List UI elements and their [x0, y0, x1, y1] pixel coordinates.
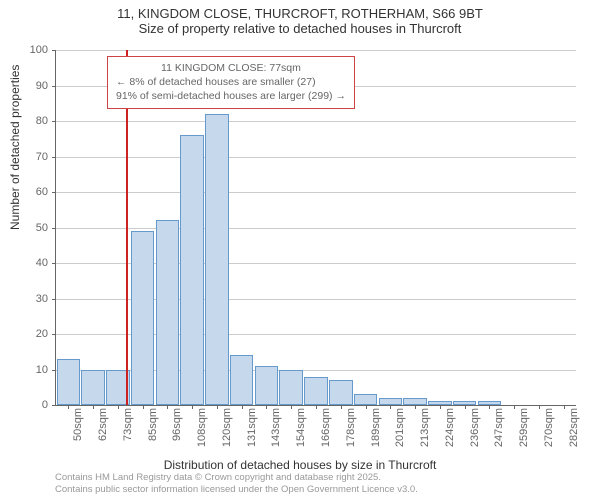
- xtick-mark: [93, 405, 94, 409]
- ytick-label: 10: [18, 364, 48, 376]
- ytick-label: 30: [18, 293, 48, 305]
- ytick-label: 70: [18, 151, 48, 163]
- xtick-mark: [564, 405, 565, 409]
- xtick-label: 270sqm: [543, 408, 555, 447]
- xtick-mark: [118, 405, 119, 409]
- xtick-mark: [192, 405, 193, 409]
- xtick-mark: [143, 405, 144, 409]
- xtick-label: 62sqm: [97, 408, 109, 441]
- annotation-line: 91% of semi-detached houses are larger (…: [116, 89, 346, 103]
- ytick-mark: [52, 192, 56, 193]
- gridline: [56, 228, 576, 229]
- xtick-mark: [217, 405, 218, 409]
- ytick-mark: [52, 121, 56, 122]
- ytick-label: 20: [18, 328, 48, 340]
- xtick-label: 201sqm: [394, 408, 406, 447]
- xtick-mark: [167, 405, 168, 409]
- ytick-mark: [52, 405, 56, 406]
- gridline: [56, 157, 576, 158]
- x-axis-title: Distribution of detached houses by size …: [0, 458, 600, 472]
- ytick-mark: [52, 157, 56, 158]
- xtick-mark: [68, 405, 69, 409]
- xtick-mark: [415, 405, 416, 409]
- gridline: [56, 121, 576, 122]
- xtick-mark: [242, 405, 243, 409]
- bar: [255, 366, 279, 405]
- xtick-label: 96sqm: [171, 408, 183, 441]
- ytick-mark: [52, 86, 56, 87]
- chart-area: 010203040506070809010050sqm62sqm73sqm85s…: [55, 50, 575, 405]
- bar: [180, 135, 204, 405]
- bar: [478, 401, 502, 405]
- xtick-mark: [291, 405, 292, 409]
- annotation-box: 11 KINGDOM CLOSE: 77sqm← 8% of detached …: [107, 56, 355, 109]
- bar: [205, 114, 229, 405]
- ytick-mark: [52, 370, 56, 371]
- footer-line-1: Contains HM Land Registry data © Crown c…: [55, 472, 418, 484]
- ytick-label: 80: [18, 115, 48, 127]
- ytick-mark: [52, 228, 56, 229]
- ytick-label: 0: [18, 399, 48, 411]
- xtick-label: 189sqm: [370, 408, 382, 447]
- xtick-mark: [539, 405, 540, 409]
- xtick-label: 73sqm: [122, 408, 134, 441]
- xtick-mark: [465, 405, 466, 409]
- bar: [403, 398, 427, 405]
- bar: [354, 394, 378, 405]
- ytick-mark: [52, 334, 56, 335]
- gridline: [56, 192, 576, 193]
- ytick-mark: [52, 50, 56, 51]
- xtick-label: 247sqm: [493, 408, 505, 447]
- ytick-mark: [52, 299, 56, 300]
- xtick-label: 236sqm: [469, 408, 481, 447]
- xtick-mark: [514, 405, 515, 409]
- ytick-label: 90: [18, 80, 48, 92]
- ytick-label: 40: [18, 257, 48, 269]
- annotation-line: ← 8% of detached houses are smaller (27): [116, 75, 346, 89]
- xtick-label: 178sqm: [345, 408, 357, 447]
- title-line-2: Size of property relative to detached ho…: [0, 21, 600, 36]
- xtick-mark: [440, 405, 441, 409]
- ytick-label: 60: [18, 186, 48, 198]
- gridline: [56, 50, 576, 51]
- footer-line-2: Contains public sector information licen…: [55, 484, 418, 496]
- bar: [304, 377, 328, 405]
- bar: [156, 220, 180, 405]
- xtick-label: 120sqm: [221, 408, 233, 447]
- bar: [81, 370, 105, 406]
- xtick-label: 166sqm: [320, 408, 332, 447]
- xtick-mark: [266, 405, 267, 409]
- ytick-label: 100: [18, 44, 48, 56]
- footer-attribution: Contains HM Land Registry data © Crown c…: [55, 472, 418, 496]
- xtick-label: 154sqm: [295, 408, 307, 447]
- ytick-label: 50: [18, 222, 48, 234]
- xtick-label: 143sqm: [270, 408, 282, 447]
- title-line-1: 11, KINGDOM CLOSE, THURCROFT, ROTHERHAM,…: [0, 6, 600, 21]
- ytick-mark: [52, 263, 56, 264]
- xtick-mark: [366, 405, 367, 409]
- xtick-label: 213sqm: [419, 408, 431, 447]
- bar: [453, 401, 477, 405]
- chart-title-block: 11, KINGDOM CLOSE, THURCROFT, ROTHERHAM,…: [0, 0, 600, 36]
- xtick-label: 259sqm: [518, 408, 530, 447]
- bar: [131, 231, 155, 405]
- xtick-label: 50sqm: [72, 408, 84, 441]
- xtick-label: 224sqm: [444, 408, 456, 447]
- annotation-line: 11 KINGDOM CLOSE: 77sqm: [116, 61, 346, 75]
- xtick-label: 85sqm: [147, 408, 159, 441]
- xtick-label: 108sqm: [196, 408, 208, 447]
- bar: [57, 359, 81, 405]
- xtick-label: 131sqm: [246, 408, 258, 447]
- xtick-mark: [390, 405, 391, 409]
- bar: [230, 355, 254, 405]
- xtick-mark: [316, 405, 317, 409]
- xtick-mark: [489, 405, 490, 409]
- bar: [428, 401, 452, 405]
- bar: [329, 380, 353, 405]
- xtick-mark: [341, 405, 342, 409]
- xtick-label: 282sqm: [568, 408, 580, 447]
- bar: [379, 398, 403, 405]
- bar: [279, 370, 303, 406]
